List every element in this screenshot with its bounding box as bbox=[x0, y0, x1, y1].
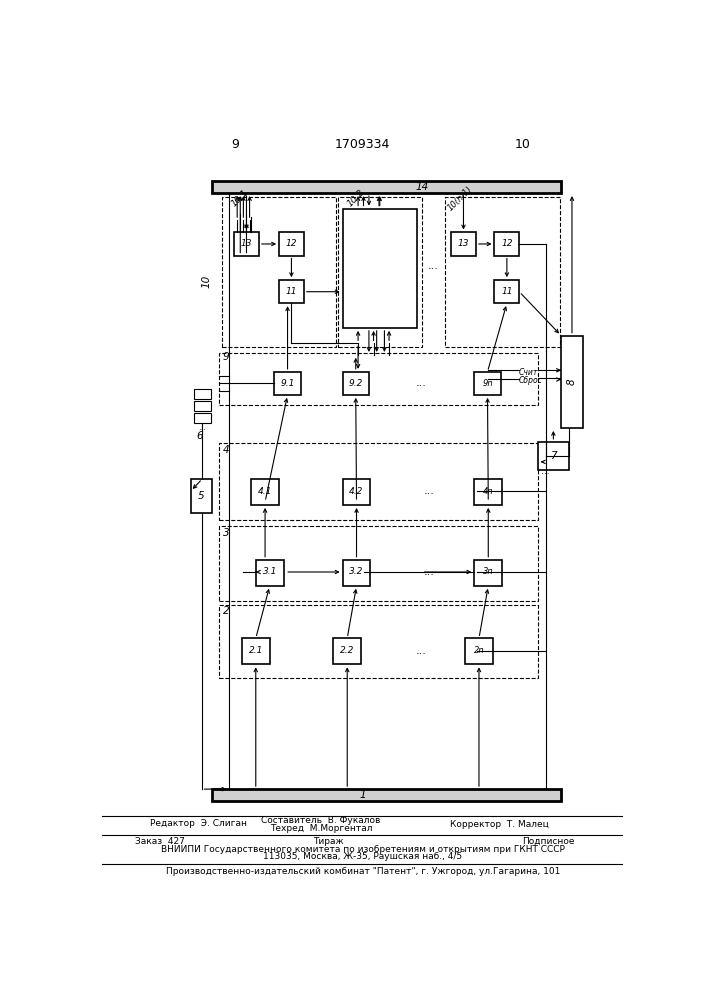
Bar bbox=[343, 209, 417, 328]
Text: 4n: 4n bbox=[483, 487, 493, 496]
Bar bbox=[494, 232, 519, 256]
Text: 2n: 2n bbox=[474, 646, 484, 655]
Text: 4.2: 4.2 bbox=[349, 487, 363, 496]
Text: Корректор  Т. Малец: Корректор Т. Малец bbox=[450, 820, 549, 829]
Bar bbox=[333, 638, 361, 664]
Bar bbox=[561, 336, 583, 428]
Text: 11: 11 bbox=[501, 287, 513, 296]
Text: 7: 7 bbox=[550, 451, 556, 461]
Text: ...: ... bbox=[416, 646, 427, 656]
Bar bbox=[191, 479, 212, 513]
Text: 2: 2 bbox=[223, 606, 230, 616]
Bar bbox=[279, 232, 304, 256]
Text: 1: 1 bbox=[359, 790, 366, 800]
Text: Сброс: Сброс bbox=[518, 376, 542, 385]
Text: Подписное: Подписное bbox=[522, 837, 575, 846]
Text: 3.1: 3.1 bbox=[262, 567, 277, 576]
Bar bbox=[194, 413, 211, 423]
Text: 1709334: 1709334 bbox=[335, 138, 390, 151]
Text: 10: 10 bbox=[202, 275, 212, 288]
Text: 9.1: 9.1 bbox=[281, 379, 295, 388]
Bar bbox=[274, 372, 300, 395]
Bar bbox=[451, 232, 476, 256]
Text: 2.1: 2.1 bbox=[249, 646, 263, 655]
Bar bbox=[343, 372, 369, 395]
Bar bbox=[212, 181, 561, 193]
Text: 10(n-1): 10(n-1) bbox=[446, 184, 474, 213]
Text: 8: 8 bbox=[567, 378, 577, 385]
Text: 3.2: 3.2 bbox=[349, 567, 363, 576]
Bar bbox=[222, 197, 337, 347]
Text: 12: 12 bbox=[501, 239, 513, 248]
Bar bbox=[279, 280, 304, 303]
Bar bbox=[445, 197, 559, 347]
Text: ...: ... bbox=[424, 486, 435, 496]
Text: 13: 13 bbox=[457, 239, 469, 248]
Bar bbox=[474, 479, 502, 505]
Bar bbox=[234, 232, 259, 256]
Text: ...: ... bbox=[199, 424, 206, 432]
Bar bbox=[242, 638, 270, 664]
Text: 6: 6 bbox=[197, 431, 204, 441]
Bar bbox=[194, 401, 211, 411]
Text: Редактор  Э. Слиган: Редактор Э. Слиган bbox=[151, 819, 247, 828]
Text: Заказ  427: Заказ 427 bbox=[135, 837, 185, 846]
Bar bbox=[218, 526, 538, 601]
Bar bbox=[218, 353, 538, 405]
Text: 9: 9 bbox=[223, 352, 230, 362]
Bar bbox=[343, 479, 370, 505]
Text: 9.2: 9.2 bbox=[349, 379, 363, 388]
Text: 14: 14 bbox=[415, 182, 428, 192]
Bar bbox=[338, 197, 421, 347]
Text: ...: ... bbox=[424, 567, 435, 577]
Text: ...: ... bbox=[416, 378, 427, 388]
Bar bbox=[194, 389, 211, 399]
Text: 4.1: 4.1 bbox=[258, 487, 272, 496]
Text: Счит.: Счит. bbox=[518, 368, 540, 377]
Bar bbox=[256, 560, 284, 586]
Bar bbox=[538, 442, 569, 470]
Text: 10.1: 10.1 bbox=[229, 188, 250, 209]
Bar bbox=[218, 443, 538, 520]
Text: 11: 11 bbox=[286, 287, 297, 296]
Bar bbox=[251, 479, 279, 505]
Text: 113035, Москва, Ж-35, Раушская наб., 4/5: 113035, Москва, Ж-35, Раушская наб., 4/5 bbox=[263, 852, 462, 861]
Text: ...: ... bbox=[428, 261, 438, 271]
Text: 9n: 9n bbox=[482, 379, 493, 388]
Bar bbox=[343, 560, 370, 586]
Bar bbox=[474, 372, 501, 395]
Text: 3: 3 bbox=[223, 528, 230, 538]
Text: Тираж: Тираж bbox=[313, 837, 344, 846]
Bar bbox=[218, 605, 538, 678]
Text: ...: ... bbox=[542, 467, 550, 476]
Text: 10.2: 10.2 bbox=[346, 188, 366, 209]
Bar bbox=[474, 560, 502, 586]
Text: Техред  М.Моргентал: Техред М.Моргентал bbox=[269, 824, 372, 833]
Text: 2.2: 2.2 bbox=[340, 646, 354, 655]
Bar bbox=[465, 638, 493, 664]
Text: 12: 12 bbox=[286, 239, 297, 248]
Text: 5: 5 bbox=[198, 491, 205, 501]
Text: ВНИИПИ Государственного комитета по изобретениям и открытиям при ГКНТ СССР: ВНИИПИ Государственного комитета по изоб… bbox=[160, 845, 565, 854]
Text: 3n: 3n bbox=[483, 567, 493, 576]
Text: 13: 13 bbox=[240, 239, 252, 248]
Text: 4: 4 bbox=[223, 445, 230, 455]
Text: Производственно-издательский комбинат "Патент", г. Ужгород, ул.Гагарина, 101: Производственно-издательский комбинат "П… bbox=[165, 867, 560, 876]
Bar bbox=[494, 280, 519, 303]
Text: Составитель  В. Фукалов: Составитель В. Фукалов bbox=[261, 816, 380, 825]
Bar bbox=[212, 789, 561, 801]
Text: 9: 9 bbox=[232, 138, 240, 151]
Text: 10: 10 bbox=[515, 138, 530, 151]
